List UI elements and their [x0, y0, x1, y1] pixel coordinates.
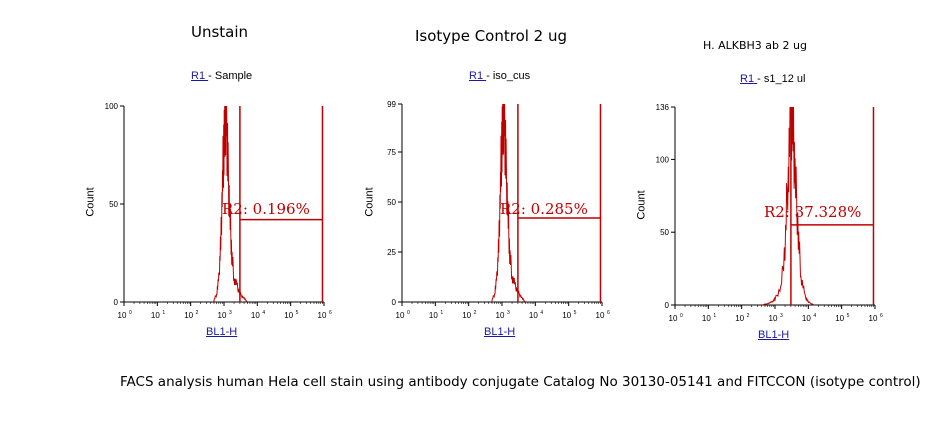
panel-2-title: Isotype Control 2 ug	[415, 27, 568, 45]
panel-2-sample-name: iso_cus	[492, 70, 531, 82]
panel-2-gate-link[interactable]: R1	[469, 70, 487, 82]
panel-1-gate-label: R1 - Sample	[191, 70, 253, 82]
panel-1-title: Unstain	[191, 23, 249, 41]
x-tick-exponent: 4	[813, 313, 816, 319]
x-tick-label: 10	[184, 311, 193, 320]
panel-2-gate-label: R1 - iso_cus	[469, 70, 531, 82]
y-tick-label: 50	[387, 198, 396, 207]
x-tick-label: 10	[251, 311, 260, 320]
x-tick-label: 10	[318, 311, 327, 320]
gate-statistic-label: R2: 0.196%	[222, 200, 310, 218]
gate-statistic-label: R2: 0.285%	[500, 200, 588, 218]
y-tick-label: 0	[114, 298, 119, 307]
x-tick-label: 10	[429, 311, 438, 320]
x-tick-label: 10	[118, 311, 127, 320]
x-tick-exponent: 2	[747, 313, 750, 319]
y-tick-label: 0	[665, 301, 670, 310]
x-tick-exponent: 6	[329, 310, 332, 316]
panel-3-gate-link[interactable]: R1	[740, 73, 758, 85]
histogram-series	[491, 103, 526, 303]
panel-1-gate-link[interactable]: R1	[191, 70, 209, 82]
x-tick-label: 10	[284, 311, 293, 320]
x-tick-label: 10	[769, 314, 778, 323]
x-tick-label: 10	[562, 311, 571, 320]
x-tick-exponent: 2	[474, 310, 477, 316]
x-tick-label: 10	[396, 311, 405, 320]
gate-statistic-label: R2: 37.328%	[764, 203, 861, 221]
x-tick-label: 10	[529, 311, 538, 320]
histogram-series	[213, 105, 248, 303]
y-tick-label: 100	[656, 155, 670, 164]
y-tick-label: 100	[105, 102, 119, 111]
x-tick-exponent: 2	[196, 310, 199, 316]
y-tick-label: 136	[656, 103, 670, 112]
panel-2-x-axis-label[interactable]: BL1-H	[484, 326, 516, 338]
panel-1-sample-name: Sample	[214, 70, 253, 82]
x-tick-exponent: 1	[440, 310, 443, 316]
y-tick-label: 50	[109, 200, 118, 209]
panel-3-gate-label: R1 - s1_12 ul	[740, 73, 806, 85]
x-tick-exponent: 6	[880, 313, 883, 319]
x-tick-exponent: 4	[540, 310, 543, 316]
x-tick-label: 10	[496, 311, 505, 320]
x-tick-exponent: 5	[296, 310, 299, 316]
x-tick-label: 10	[462, 311, 471, 320]
y-tick-label: 75	[387, 148, 396, 157]
y-tick-label: 25	[387, 248, 396, 257]
x-tick-exponent: 0	[680, 313, 683, 319]
x-tick-label: 10	[835, 314, 844, 323]
x-tick-label: 10	[702, 314, 711, 323]
y-tick-label: 50	[660, 228, 669, 237]
panel-1-x-axis-label[interactable]: BL1-H	[206, 326, 238, 338]
x-tick-label: 10	[735, 314, 744, 323]
x-tick-label: 10	[218, 311, 227, 320]
x-tick-label: 10	[151, 311, 160, 320]
x-tick-exponent: 3	[507, 310, 510, 316]
y-tick-label: 99	[387, 100, 396, 109]
x-tick-exponent: 0	[407, 310, 410, 316]
x-tick-exponent: 5	[574, 310, 577, 316]
figure-caption: FACS analysis human Hela cell stain usin…	[120, 374, 921, 390]
x-tick-exponent: 1	[162, 310, 165, 316]
x-tick-exponent: 0	[129, 310, 132, 316]
panel-3-sample-name: s1_12 ul	[763, 73, 806, 85]
x-tick-label: 10	[802, 314, 811, 323]
y-tick-label: 0	[392, 298, 397, 307]
x-tick-exponent: 3	[229, 310, 232, 316]
x-tick-exponent: 4	[262, 310, 265, 316]
x-tick-exponent: 6	[607, 310, 610, 316]
x-tick-exponent: 3	[780, 313, 783, 319]
panel-3-title: H. ALKBH3 ab 2 ug	[703, 39, 807, 52]
panel-3-x-axis-label[interactable]: BL1-H	[758, 329, 790, 341]
x-tick-exponent: 1	[713, 313, 716, 319]
x-tick-label: 10	[669, 314, 678, 323]
x-tick-label: 10	[869, 314, 878, 323]
x-tick-exponent: 5	[847, 313, 850, 319]
x-tick-label: 10	[596, 311, 605, 320]
